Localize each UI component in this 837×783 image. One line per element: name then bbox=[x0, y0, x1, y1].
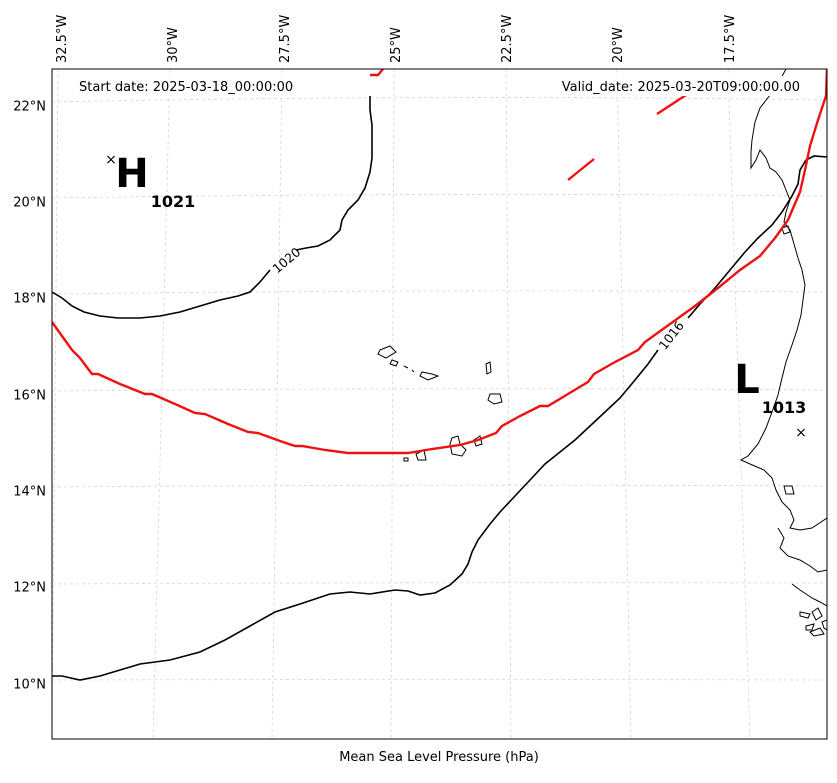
valid-date-label: Valid_date: 2025-03-20T09:00:00.00 bbox=[562, 80, 800, 95]
graticule bbox=[52, 69, 827, 739]
map-frame bbox=[51, 68, 828, 740]
isobar-label-1016: 1016 bbox=[656, 318, 687, 352]
highlight-contour bbox=[52, 69, 827, 455]
coastline bbox=[377, 69, 827, 637]
lat-tick: 18°N bbox=[13, 292, 46, 307]
x-axis-title: Mean Sea Level Pressure (hPa) bbox=[339, 750, 539, 765]
lon-tick: 22.5°W bbox=[500, 15, 515, 63]
lat-tick-labels: 22°N 20°N 18°N 16°N 14°N 12°N 10°N bbox=[13, 100, 46, 693]
lon-tick: 32.5°W bbox=[55, 15, 70, 63]
lat-tick: 20°N bbox=[13, 196, 46, 211]
lat-tick: 14°N bbox=[13, 485, 46, 500]
high-center-marker: × bbox=[105, 152, 117, 168]
lon-tick: 20°W bbox=[611, 27, 626, 63]
low-pressure-letter: L bbox=[734, 357, 760, 403]
isobars bbox=[52, 96, 827, 681]
lat-tick: 16°N bbox=[13, 389, 46, 404]
lon-tick: 17.5°W bbox=[723, 15, 738, 63]
low-center-marker: × bbox=[795, 425, 807, 441]
low-pressure-value: 1013 bbox=[762, 398, 807, 417]
high-pressure-letter: H bbox=[115, 151, 148, 197]
valid-label-bg bbox=[524, 76, 822, 96]
lat-tick: 22°N bbox=[13, 100, 46, 115]
start-date-label: Start date: 2025-03-18_00:00:00 bbox=[79, 80, 293, 95]
lon-tick-labels: 32.5°W 30°W 27.5°W 25°W 22.5°W 20°W 17.5… bbox=[55, 15, 738, 63]
lat-tick: 12°N bbox=[13, 581, 46, 596]
lon-tick: 27.5°W bbox=[278, 15, 293, 63]
lat-tick: 10°N bbox=[13, 678, 46, 693]
lon-tick: 25°W bbox=[389, 27, 404, 63]
start-label-bg bbox=[62, 76, 326, 96]
high-pressure-value: 1021 bbox=[151, 192, 196, 211]
lon-tick: 30°W bbox=[166, 27, 181, 63]
